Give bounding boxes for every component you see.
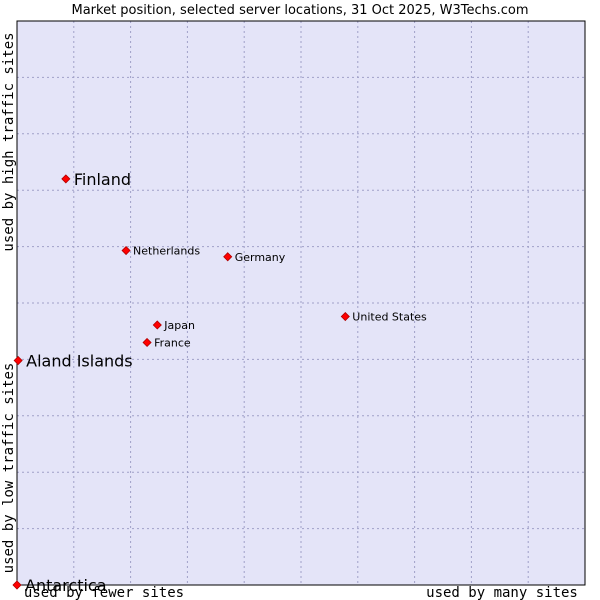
point-france: France	[142, 336, 191, 349]
marker-germany	[223, 252, 233, 262]
point-finland: Finland	[61, 170, 131, 189]
point-germany: Germany	[223, 251, 286, 264]
label-netherlands: Netherlands	[133, 245, 200, 258]
point-japan: Japan	[152, 319, 195, 332]
x-axis-label-high: used by many sites	[426, 585, 578, 600]
chart-title: Market position, selected server locatio…	[71, 3, 528, 18]
label-antarctica: Antarctica	[25, 576, 107, 595]
point-united-states: United States	[340, 311, 427, 324]
marker-antarctica	[12, 580, 22, 590]
x-axis-label-low: used by fewer sites	[24, 585, 184, 600]
label-aland-islands: Aland Islands	[26, 352, 133, 371]
marker-netherlands	[121, 245, 131, 256]
data-points: Finland Netherlands Germany United States Ja…	[12, 170, 427, 595]
marker-finland	[61, 174, 71, 184]
marker-united-states	[340, 311, 350, 322]
point-netherlands: Netherlands	[121, 245, 200, 258]
grid-lines	[17, 21, 585, 585]
marker-japan	[152, 320, 162, 330]
y-axis-label-low: used by low traffic sites	[1, 363, 17, 574]
point-aland-islands: Aland Islands	[13, 352, 133, 371]
label-france: France	[154, 336, 191, 349]
marker-france	[142, 337, 152, 348]
label-germany: Germany	[235, 251, 286, 264]
plot-frame	[16, 20, 586, 586]
label-finland: Finland	[74, 170, 131, 189]
point-antarctica: Antarctica	[12, 576, 107, 595]
label-japan: Japan	[163, 319, 195, 332]
label-united-states: United States	[352, 311, 427, 324]
marker-aland-islands	[13, 355, 23, 366]
y-axis-label-high: used by high traffic sites	[1, 32, 17, 251]
